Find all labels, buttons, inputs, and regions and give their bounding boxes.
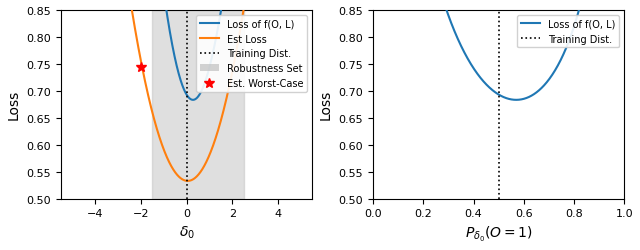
Legend: Loss of f(O, L), Training Dist.: Loss of f(O, L), Training Dist. <box>517 16 620 48</box>
X-axis label: $P_{\delta_0}(O = 1)$: $P_{\delta_0}(O = 1)$ <box>465 224 532 243</box>
Legend: Loss of f(O, L), Est Loss, Training Dist., Robustness Set, Est. Worst-Case: Loss of f(O, L), Est Loss, Training Dist… <box>196 16 307 93</box>
Bar <box>152 11 244 199</box>
X-axis label: $\delta_0$: $\delta_0$ <box>179 224 195 240</box>
Y-axis label: Loss: Loss <box>319 90 333 120</box>
Y-axis label: Loss: Loss <box>7 90 21 120</box>
